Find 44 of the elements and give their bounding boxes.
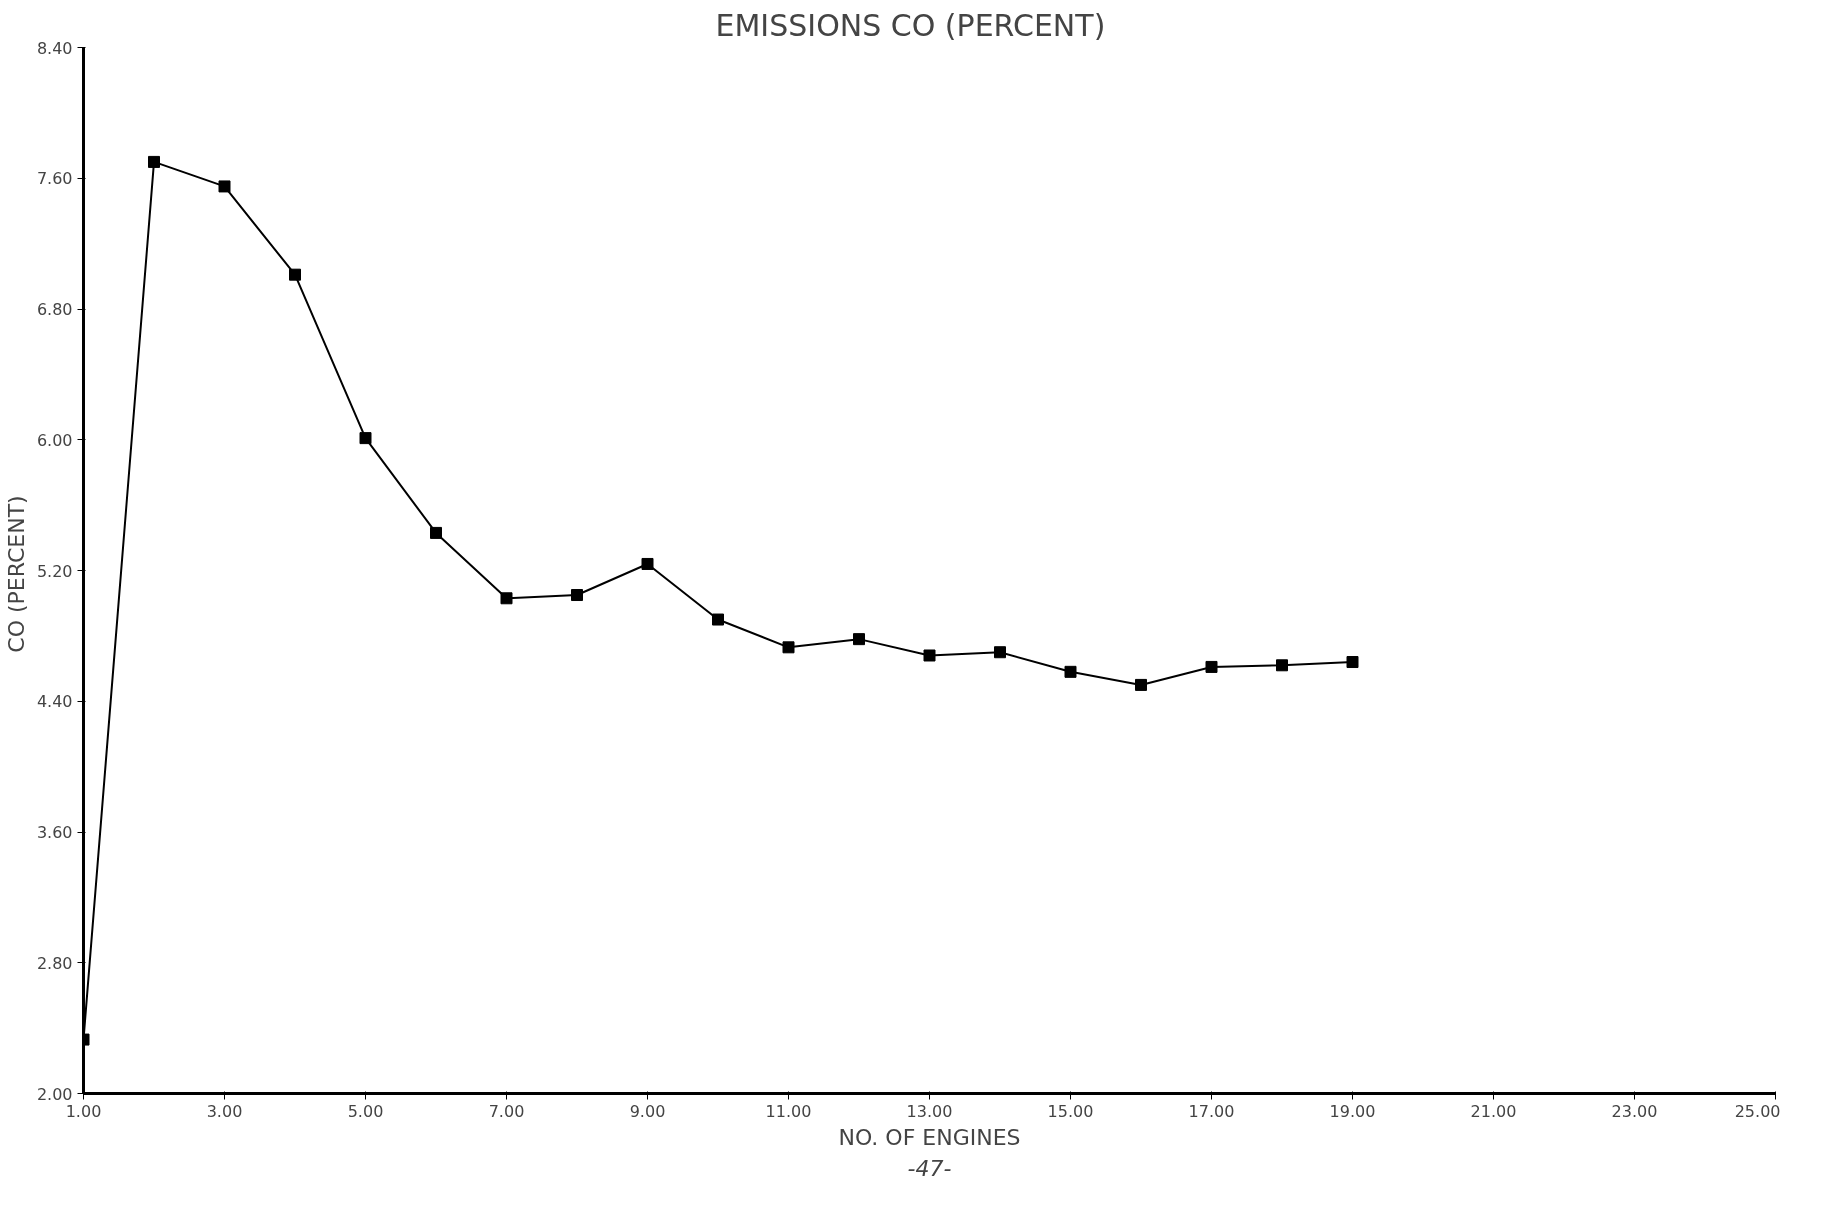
point <box>500 592 513 605</box>
x-axis-title: NO. OF ENGINES <box>838 1124 1021 1150</box>
x-tick-label: 3.00 <box>206 1101 243 1121</box>
point <box>782 641 795 654</box>
point <box>712 613 724 626</box>
y-tick-label: 2.00 <box>36 1084 73 1104</box>
point <box>923 649 936 662</box>
x-tick-label: 11.00 <box>765 1101 812 1121</box>
point <box>853 633 865 646</box>
x-tick-label: 1.00 <box>65 1101 102 1121</box>
point <box>994 646 1006 659</box>
y-tick-label: 4.40 <box>36 692 73 712</box>
point <box>641 557 654 570</box>
point <box>1064 665 1077 678</box>
x-tick-label: 19.00 <box>1329 1101 1376 1121</box>
x-tick-label: 15.00 <box>1047 1101 1094 1121</box>
y-tick-label: 6.00 <box>36 430 73 450</box>
x-tick-label: 17.00 <box>1188 1101 1235 1121</box>
text: -47- <box>907 1155 952 1181</box>
point <box>289 268 301 281</box>
y-tick-label: 6.80 <box>36 300 73 319</box>
x-tick-label: 9.00 <box>629 1101 666 1121</box>
point <box>218 180 231 193</box>
x-tick-label: 13.00 <box>906 1101 953 1121</box>
point <box>571 589 583 602</box>
y-axis-title: CO (PERCENT) <box>3 495 29 653</box>
y-tick-label: 5.20 <box>36 561 73 581</box>
point <box>1205 660 1218 673</box>
x-tick-label: 7.00 <box>488 1101 525 1121</box>
x-tick-label: 25.00 <box>1734 1101 1781 1121</box>
x-tick-label: 5.00 <box>347 1101 384 1121</box>
chart-title: EMISSIONS CO (PERCENT) <box>715 7 1106 43</box>
y-tick-label: 7.60 <box>36 169 73 189</box>
y-tick-label: 2.80 <box>36 953 73 973</box>
point <box>1135 678 1147 691</box>
x-tick-label: 21.00 <box>1470 1101 1517 1121</box>
x-tick-label: 23.00 <box>1611 1101 1658 1121</box>
point <box>1276 659 1288 672</box>
y-tick-label: 8.40 <box>36 38 73 58</box>
y-tick-label: 3.60 <box>36 823 73 842</box>
point <box>148 155 160 168</box>
point <box>430 526 442 539</box>
point <box>359 432 372 445</box>
point <box>1346 656 1359 669</box>
